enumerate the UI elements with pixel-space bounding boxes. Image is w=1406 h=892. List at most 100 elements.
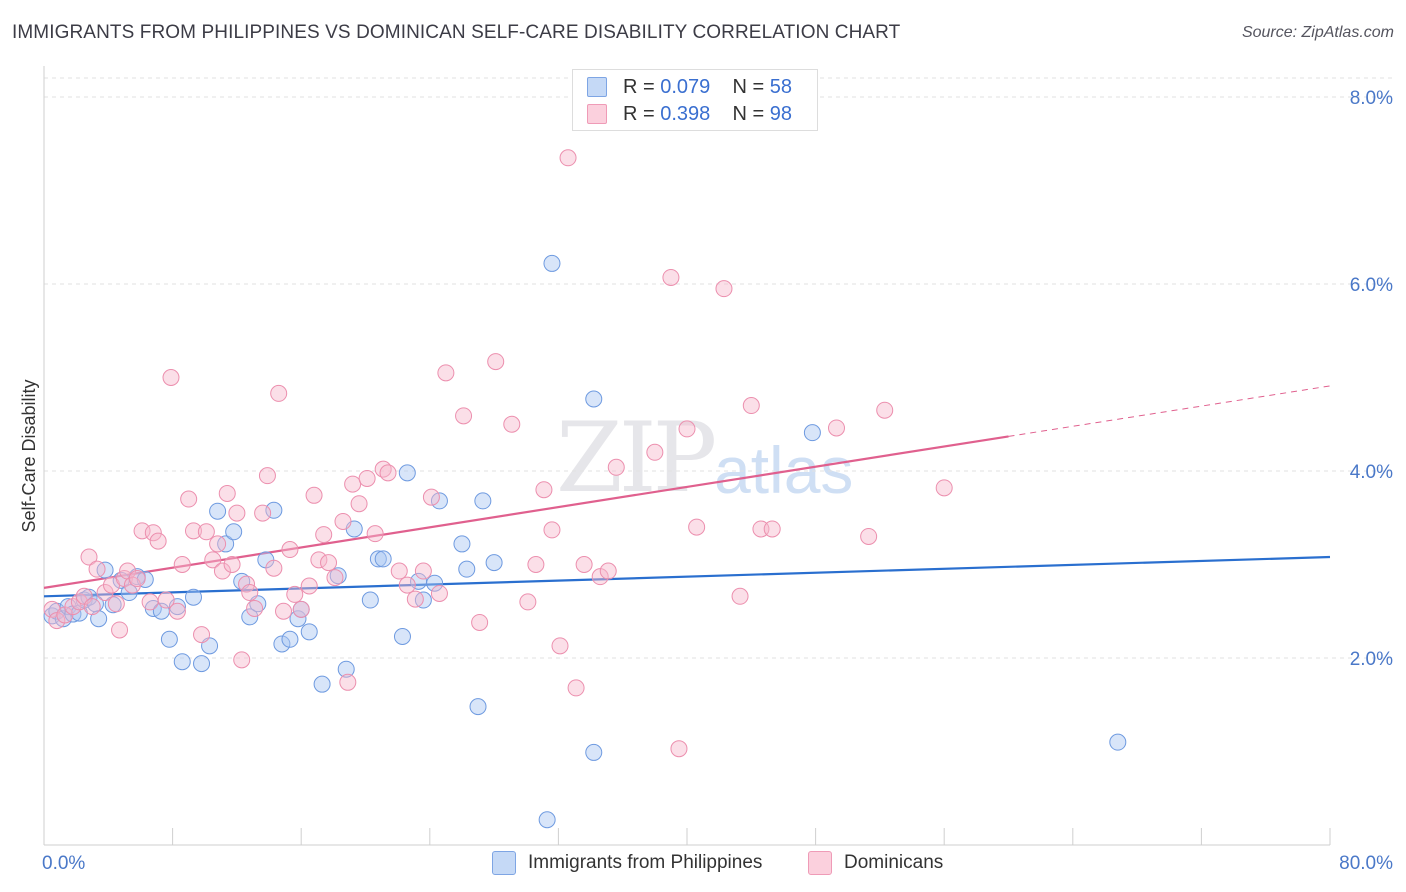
point-dominicans — [292, 600, 310, 618]
y-axis-label: Self-Care Disability — [19, 379, 39, 532]
point-philippines — [281, 630, 299, 648]
x-tick-label-min: 0.0% — [42, 853, 85, 874]
point-philippines — [585, 390, 603, 408]
point-dominicans — [455, 407, 473, 425]
point-dominicans — [646, 443, 664, 461]
legend-r-value: 0.398 — [660, 102, 711, 125]
legend-row-philippines: R = 0.079 N = 58 — [587, 75, 792, 99]
point-dominicans — [233, 651, 251, 669]
watermark-atlas: atlas — [714, 433, 854, 507]
legend-n-label: N = — [732, 75, 765, 98]
point-dominicans — [567, 679, 585, 697]
legend-item-dominicans[interactable]: Dominicans — [808, 851, 943, 875]
point-dominicans — [935, 479, 953, 497]
point-dominicans — [670, 740, 688, 758]
point-dominicans — [437, 364, 455, 382]
point-dominicans — [422, 488, 440, 506]
point-dominicans — [173, 556, 191, 573]
point-dominicans — [241, 584, 259, 602]
point-dominicans — [310, 551, 328, 569]
point-dominicans — [180, 490, 198, 508]
legend-n-value: 58 — [769, 75, 793, 98]
point-dominicans — [543, 521, 561, 539]
point-dominicans — [344, 475, 362, 493]
point-philippines — [458, 560, 476, 578]
point-philippines — [1109, 733, 1127, 751]
source-credit[interactable]: Source: ZipAtlas.com — [1241, 24, 1394, 41]
point-philippines — [369, 550, 387, 568]
point-dominicans — [535, 481, 553, 499]
point-dominicans — [827, 419, 845, 437]
point-dominicans — [678, 420, 696, 438]
point-dominicans — [88, 560, 106, 578]
point-dominicans — [228, 504, 246, 522]
point-dominicans — [414, 562, 432, 580]
point-philippines — [361, 591, 379, 609]
point-philippines — [374, 550, 392, 568]
point-philippines — [273, 635, 291, 653]
point-dominicans — [281, 541, 299, 559]
point-dominicans — [503, 415, 521, 433]
point-dominicans — [149, 532, 167, 550]
point-dominicans — [379, 464, 397, 482]
legend-r-label: R = — [623, 102, 655, 125]
legend-n-value: 98 — [769, 102, 793, 125]
point-dominicans — [731, 587, 749, 605]
point-dominicans — [527, 556, 545, 573]
point-dominicans — [141, 593, 159, 611]
point-philippines — [803, 424, 821, 442]
point-philippines — [585, 743, 603, 761]
point-dominicans — [305, 486, 323, 504]
point-philippines — [430, 492, 448, 510]
legend-label-philippines: Immigrants from Philippines — [528, 852, 763, 873]
point-philippines — [543, 254, 561, 272]
gridlines — [44, 77, 1392, 659]
point-dominicans — [406, 590, 424, 608]
point-dominicans — [246, 599, 264, 617]
correlation-legend: R = 0.079 N = 58 R = 0.398 N = 98 — [572, 69, 818, 131]
chart-title: IMMIGRANTS FROM PHILIPPINES VS DOMINICAN… — [12, 22, 901, 43]
point-dominicans — [398, 576, 416, 594]
point-dominicans — [430, 584, 448, 602]
point-dominicans — [83, 598, 101, 616]
point-philippines — [265, 501, 283, 519]
point-dominicans — [876, 401, 894, 419]
point-dominicans — [471, 613, 489, 631]
point-dominicans — [204, 551, 222, 569]
point-philippines — [453, 535, 471, 553]
point-dominicans — [157, 591, 175, 609]
point-dominicans — [599, 562, 617, 580]
tick-labels: 2.0% 4.0% 6.0% 8.0% 0.0% 80.0% Self-Care Disab… — [19, 88, 1393, 874]
legend-swatch-philippines — [492, 851, 516, 875]
point-dominicans — [80, 548, 98, 566]
point-dominicans — [662, 268, 680, 286]
y-tick-label: 4.0% — [1350, 462, 1393, 483]
point-dominicans — [218, 484, 236, 502]
point-dominicans — [70, 593, 88, 611]
point-dominicans — [575, 556, 593, 573]
legend-item-philippines[interactable]: Immigrants from Philippines — [492, 851, 762, 875]
point-philippines — [43, 607, 61, 625]
point-dominicans — [43, 600, 61, 618]
point-dominicans — [270, 384, 288, 402]
point-dominicans — [286, 585, 304, 603]
point-philippines — [209, 502, 227, 520]
point-philippines — [538, 811, 556, 829]
point-philippines — [193, 655, 211, 673]
point-dominicans — [107, 595, 125, 613]
point-dominicans — [559, 149, 577, 167]
point-dominicans — [184, 522, 202, 540]
point-dominicans — [168, 602, 186, 620]
x-tick-label-max: 80.0% — [1339, 853, 1393, 874]
point-dominicans — [275, 602, 293, 620]
point-dominicans — [320, 554, 338, 572]
point-philippines — [337, 660, 355, 678]
legend-n-label: N = — [732, 102, 765, 125]
y-tick-label: 6.0% — [1350, 275, 1393, 296]
point-dominicans — [265, 559, 283, 577]
point-dominicans — [144, 524, 162, 542]
point-philippines — [80, 588, 98, 606]
point-dominicans — [254, 504, 272, 522]
data-points — [43, 149, 1127, 829]
